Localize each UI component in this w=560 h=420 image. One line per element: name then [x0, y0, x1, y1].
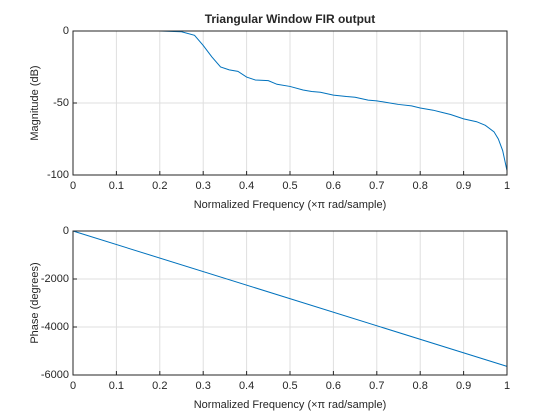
- x-tick-label: 0.6: [326, 380, 341, 392]
- x-tick-label: 1: [504, 180, 510, 192]
- x-tick-label: 0.8: [413, 380, 428, 392]
- y-tick-label: -100: [47, 169, 69, 181]
- x-tick-label: 0: [70, 180, 76, 192]
- y-tick-label: -6000: [41, 369, 69, 381]
- x-axis-label: Normalized Frequency (×π rad/sample): [194, 199, 387, 211]
- x-tick-label: 0.9: [456, 380, 471, 392]
- x-tick-label: 0.6: [326, 180, 341, 192]
- x-tick-label: 0.7: [369, 180, 384, 192]
- x-tick-label: 0.1: [109, 180, 124, 192]
- y-tick-label: -50: [53, 97, 69, 109]
- x-tick-label: 0.8: [413, 180, 428, 192]
- y-axis-label: Phase (degrees): [29, 262, 41, 343]
- x-tick-label: 0.4: [239, 380, 254, 392]
- x-tick-label: 0.5: [282, 180, 297, 192]
- chart-title: Triangular Window FIR output: [205, 12, 376, 26]
- x-tick-label: 0: [70, 380, 76, 392]
- x-tick-label: 0.7: [369, 380, 384, 392]
- data-line: [72, 230, 508, 367]
- y-tick-label: -4000: [41, 321, 69, 333]
- x-axis-label: Normalized Frequency (×π rad/sample): [194, 399, 387, 411]
- x-tick-label: 0.3: [196, 180, 211, 192]
- data-line: [73, 30, 508, 171]
- y-tick-label: -2000: [41, 273, 69, 285]
- x-tick-label: 0.9: [456, 180, 471, 192]
- axes-box: [72, 30, 508, 176]
- y-tick-label: 0: [63, 225, 69, 237]
- x-tick-label: 0.3: [196, 380, 211, 392]
- x-tick-label: 0.5: [282, 380, 297, 392]
- x-tick-label: 0.2: [152, 180, 167, 192]
- x-tick-label: 0.1: [109, 380, 124, 392]
- y-axis-label: Magnitude (dB): [29, 65, 41, 140]
- y-tick-label: 0: [63, 25, 69, 37]
- x-tick-label: 1: [504, 380, 510, 392]
- x-tick-label: 0.4: [239, 180, 254, 192]
- axes-box: [72, 230, 508, 376]
- x-tick-label: 0.2: [152, 380, 167, 392]
